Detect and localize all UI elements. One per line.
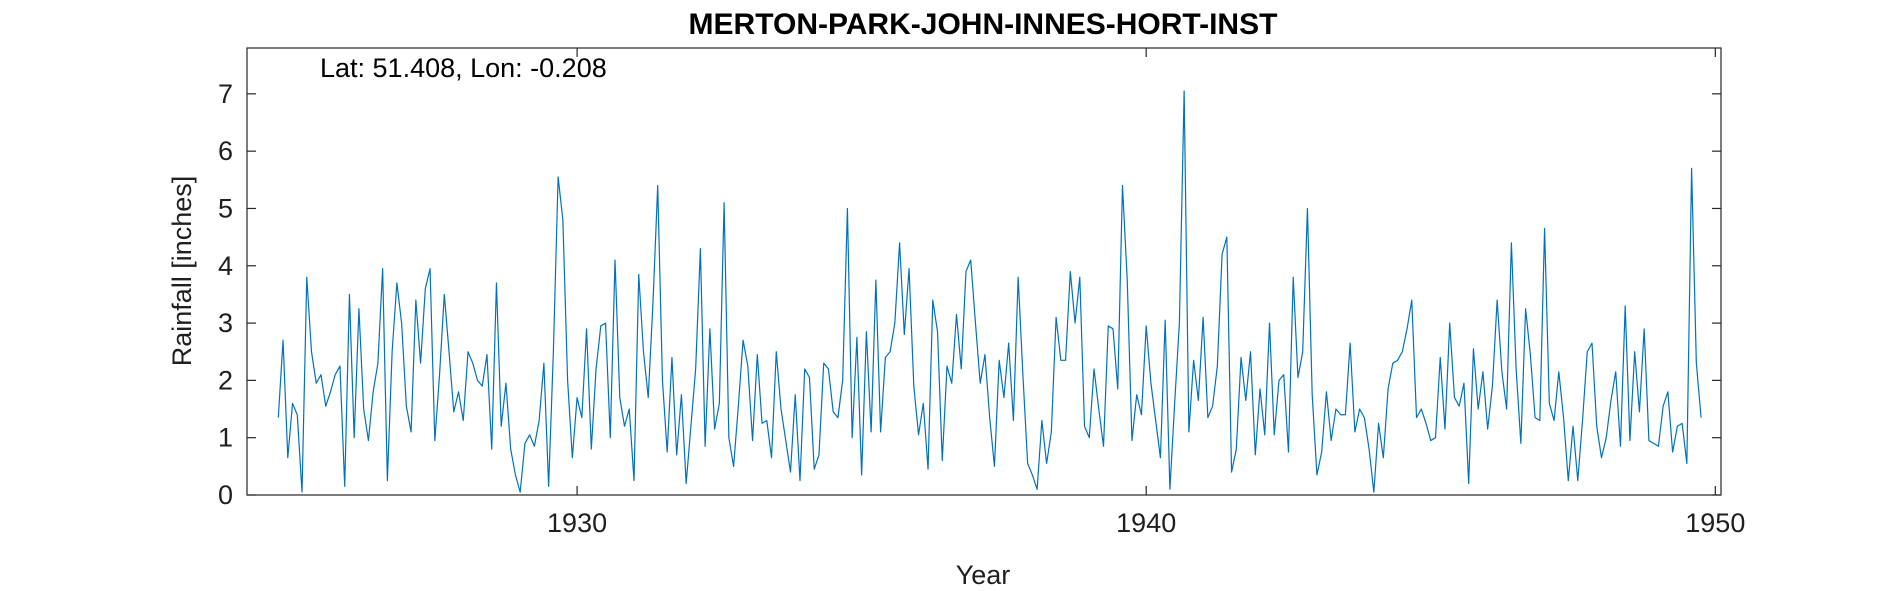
plot-area <box>246 47 1722 496</box>
x-axis-label: Year <box>956 560 1011 590</box>
y-tick-label: 0 <box>218 480 233 510</box>
x-tick-label: 1950 <box>1685 508 1745 538</box>
location-annotation: Lat: 51.408, Lon: -0.208 <box>320 53 607 83</box>
y-axis-label: Rainfall [inches] <box>167 176 197 367</box>
y-tick-label: 6 <box>218 136 233 166</box>
y-tick-label: 5 <box>218 193 233 223</box>
rainfall-series-line <box>277 90 1702 493</box>
chart-title: MERTON-PARK-JOHN-INNES-HORT-INST <box>689 8 1278 41</box>
y-tick-label: 2 <box>218 365 233 395</box>
x-tick-label: 1930 <box>547 508 607 538</box>
x-tick-label: 1940 <box>1116 508 1176 538</box>
y-tick-label: 3 <box>218 308 233 338</box>
y-tick-label: 1 <box>218 423 233 453</box>
y-tick-label: 4 <box>218 251 233 281</box>
ticks-layer: 0 1 2 3 4 5 6 7 1930 1940 1950 <box>218 48 1745 538</box>
y-tick-label: 7 <box>218 79 233 109</box>
